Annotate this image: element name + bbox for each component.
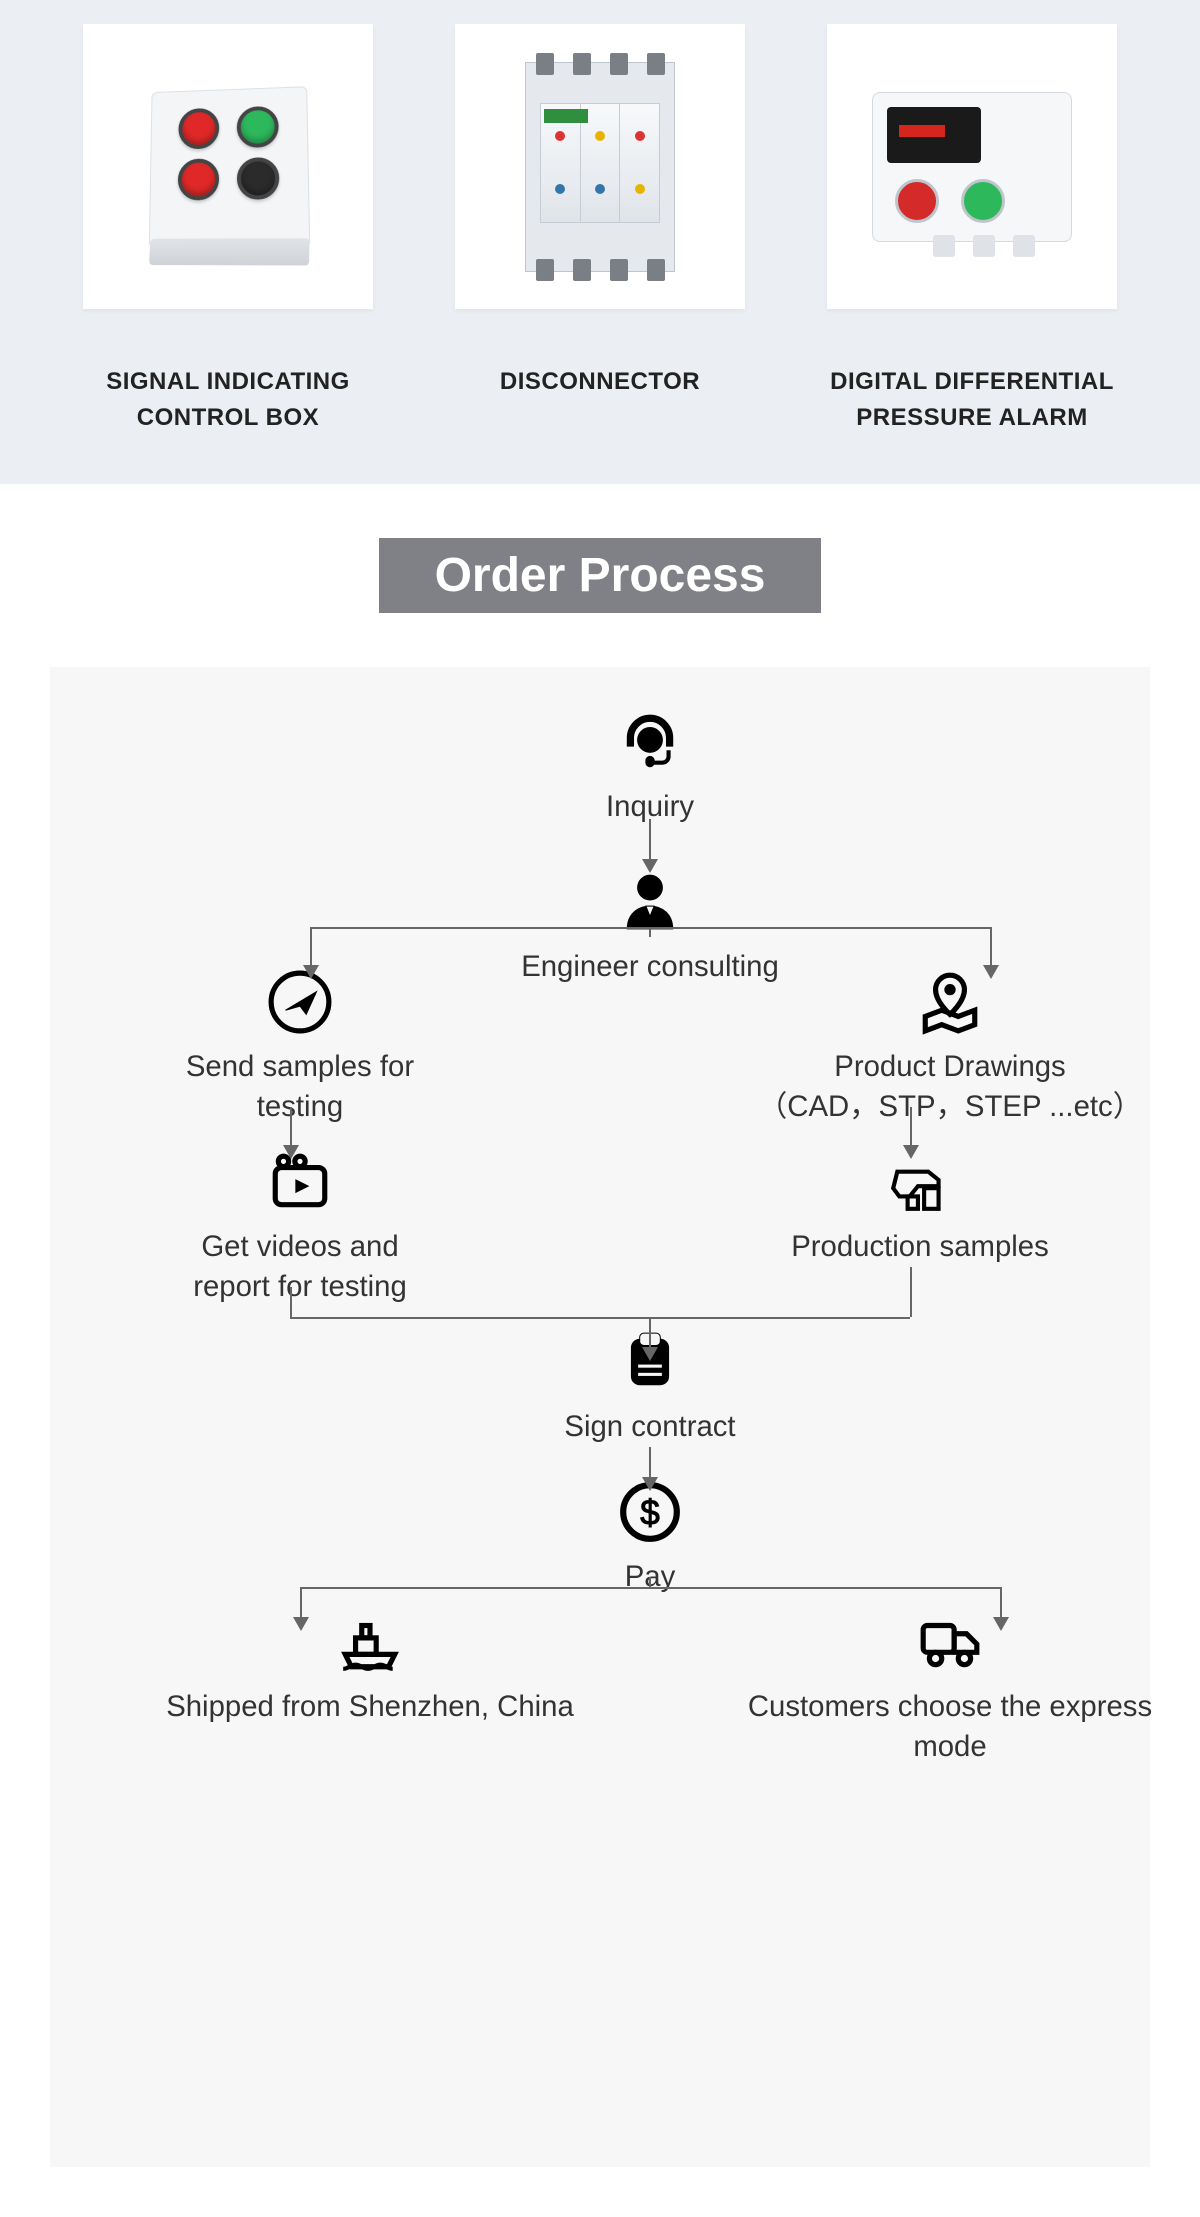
arrow-down-icon bbox=[983, 965, 999, 979]
truck-icon bbox=[915, 1607, 985, 1677]
product-label: DIGITAL DIFFERENTIAL PRESSURE ALARM bbox=[804, 364, 1140, 436]
node-production-samples: Production samples bbox=[790, 1147, 1050, 1267]
product-signal-box: SIGNAL INDICATING CONTROL BOX bbox=[60, 24, 396, 436]
connector-line bbox=[1000, 1587, 1002, 1617]
node-send-samples: Send samples for testing bbox=[170, 967, 430, 1126]
section-banner: Order Process bbox=[379, 538, 822, 613]
product-pressure-alarm: DIGITAL DIFFERENTIAL PRESSURE ALARM bbox=[804, 24, 1140, 436]
alarm-render bbox=[872, 92, 1072, 242]
connector-line bbox=[290, 1287, 292, 1317]
connector-line bbox=[649, 1447, 651, 1477]
ship-icon bbox=[335, 1607, 405, 1677]
arrow-down-icon bbox=[903, 1145, 919, 1159]
node-label: Production samples bbox=[791, 1227, 1049, 1267]
arrow-down-icon bbox=[642, 859, 658, 873]
breaker-render bbox=[525, 62, 675, 272]
node-express: Customers choose the express mode bbox=[730, 1607, 1170, 1766]
node-inquiry: Inquiry bbox=[520, 707, 780, 827]
connector-line bbox=[910, 1107, 912, 1145]
node-label: Customers choose the express mode bbox=[730, 1687, 1170, 1766]
product-image bbox=[827, 24, 1117, 309]
product-label: DISCONNECTOR bbox=[500, 364, 700, 400]
arrow-down-icon bbox=[993, 1617, 1009, 1631]
connector-line bbox=[290, 1107, 292, 1145]
node-label: Shipped from Shenzhen, China bbox=[166, 1687, 574, 1727]
machine-icon bbox=[885, 1147, 955, 1217]
node-label: Send samples for testing bbox=[170, 1047, 430, 1126]
svg-text:$: $ bbox=[640, 1493, 660, 1532]
product-image bbox=[83, 24, 373, 309]
product-disconnector: DISCONNECTOR bbox=[432, 24, 768, 436]
control-box-render bbox=[149, 86, 310, 248]
order-process-flow: Inquiry Engineer consulting Send samples… bbox=[50, 667, 1150, 2167]
node-drawings: Product Drawings （CAD，STP，STEP ...etc） bbox=[730, 967, 1170, 1126]
connector-line bbox=[300, 1587, 302, 1617]
plane-icon bbox=[265, 967, 335, 1037]
connector-line bbox=[990, 927, 992, 965]
products-section: SIGNAL INDICATING CONTROL BOX bbox=[0, 0, 1200, 484]
node-label: Get videos and report for testing bbox=[170, 1227, 430, 1306]
connector-line bbox=[910, 1267, 912, 1317]
connector-line bbox=[649, 819, 651, 859]
arrow-down-icon bbox=[642, 1347, 658, 1361]
video-icon bbox=[265, 1147, 335, 1217]
connector-line bbox=[649, 1577, 651, 1589]
product-image bbox=[455, 24, 745, 309]
connector-line bbox=[649, 927, 651, 937]
product-label: SIGNAL INDICATING CONTROL BOX bbox=[60, 364, 396, 436]
map-pin-icon bbox=[915, 967, 985, 1037]
arrow-down-icon bbox=[293, 1617, 309, 1631]
arrow-down-icon bbox=[283, 1145, 299, 1159]
arrow-down-icon bbox=[303, 965, 319, 979]
node-videos: Get videos and report for testing bbox=[170, 1147, 430, 1306]
connector-line bbox=[649, 1317, 651, 1347]
section-banner-wrap: Order Process bbox=[0, 484, 1200, 667]
arrow-down-icon bbox=[642, 1477, 658, 1491]
headset-icon bbox=[615, 707, 685, 777]
connector-line bbox=[290, 1317, 910, 1319]
node-label: Product Drawings （CAD，STP，STEP ...etc） bbox=[758, 1047, 1142, 1126]
node-label: Sign contract bbox=[564, 1407, 735, 1447]
connector-line bbox=[310, 927, 312, 965]
node-ship: Shipped from Shenzhen, China bbox=[150, 1607, 590, 1727]
